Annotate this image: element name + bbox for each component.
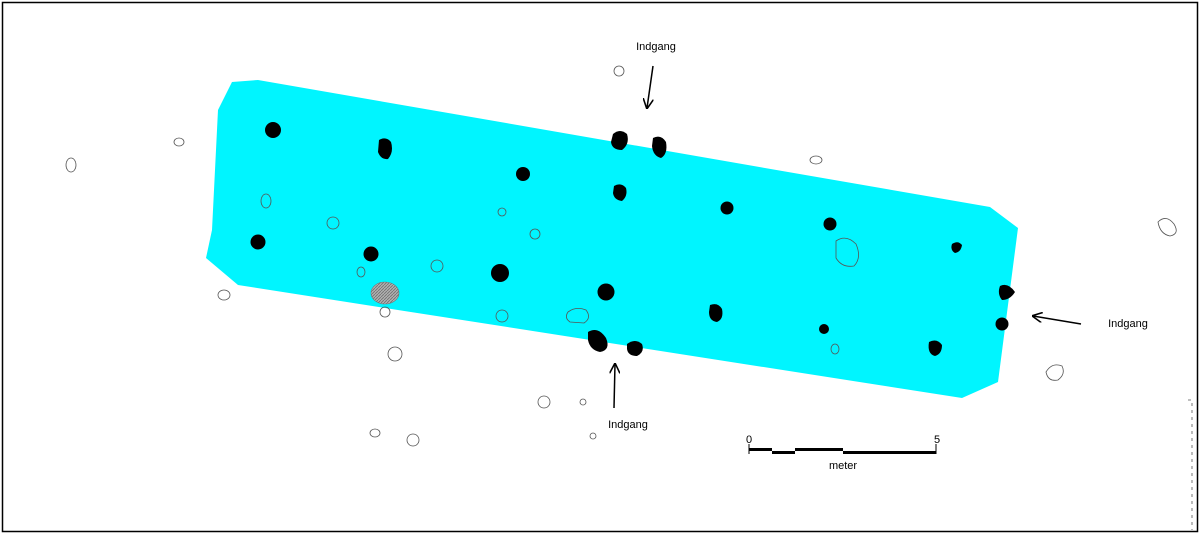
pit-outline [495,309,509,323]
pit-outline [406,433,420,447]
pit-outline [830,343,840,355]
pit-outline [379,306,391,318]
pit-outline [589,432,597,440]
posthole [378,138,392,160]
posthole [363,246,379,262]
pit-outline [217,289,231,301]
scale-segment [772,451,795,454]
label-entrance-right: Indgang [1108,318,1148,330]
pit-outline [387,346,403,362]
pit-outline [566,308,589,324]
posthole [928,340,942,356]
arrow-top [647,65,654,108]
pit-outline [835,237,859,267]
postholes [250,122,1015,356]
label-entrance-bottom: Indgang [608,419,648,431]
posthole [491,264,509,282]
edge-line [1188,399,1193,530]
posthole [627,341,643,356]
posthole [823,217,837,231]
posthole [613,184,627,201]
posthole [951,242,962,253]
posthole [819,324,829,334]
pit-outline [260,193,272,209]
pit-outline [537,395,551,409]
posthole [597,283,615,301]
scale-end-label: 5 [934,434,940,446]
posthole [998,284,1015,300]
scale-segment [843,451,936,454]
posthole [652,136,667,158]
posthole [265,122,281,138]
pit-outline [369,428,381,438]
pit-outline [497,207,507,217]
outlined-features [65,65,1193,530]
label-entrance-top: Indgang [636,41,676,53]
posthole [250,234,266,250]
scale-bar: 0 5 meter [746,434,940,472]
pit-outline [529,228,541,240]
posthole [995,317,1009,331]
pit-outline [809,155,823,165]
pit-outline [1157,218,1177,237]
hatched-pit [370,281,400,305]
scale-segment [795,448,843,451]
pit-outline [326,216,340,230]
scale-start-label: 0 [746,434,752,446]
entrance-arrows [614,65,1082,409]
arrow-right [1033,316,1082,325]
pit-outline [356,266,366,278]
arrow-bottom [614,364,615,409]
posthole [588,330,608,352]
posthole [709,304,723,322]
pit-outline [1045,364,1064,381]
posthole [720,201,734,215]
pit-outline [613,65,625,77]
scale-segment [749,448,772,451]
pit-outline [65,157,77,173]
pit-outline [579,398,587,406]
scale-unit-label: meter [829,460,857,472]
pit-outline [430,259,444,273]
posthole [611,131,628,150]
pit-outline [173,137,185,147]
posthole [516,167,530,181]
house-footprint [206,80,1018,398]
